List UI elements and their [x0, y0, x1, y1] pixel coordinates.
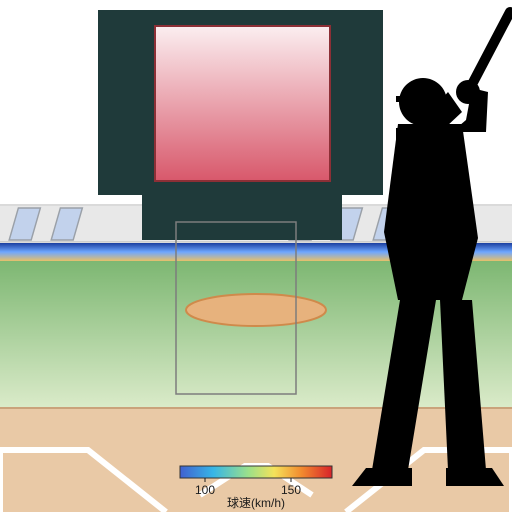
speed-colorbar: [180, 466, 332, 478]
scene-svg: 100 150球速(km/h): [0, 0, 512, 512]
pitchers-mound: [186, 294, 326, 326]
pitch-location-figure: 100 150球速(km/h): [0, 0, 512, 512]
helmet-brim: [396, 96, 416, 102]
colorbar-tick-label: 100: [195, 483, 215, 497]
colorbar-tick-label: 150: [281, 483, 301, 497]
colorbar-caption: 球速(km/h): [227, 496, 285, 510]
scoreboard-foot: [142, 195, 342, 240]
scoreboard-screen: [155, 26, 330, 181]
